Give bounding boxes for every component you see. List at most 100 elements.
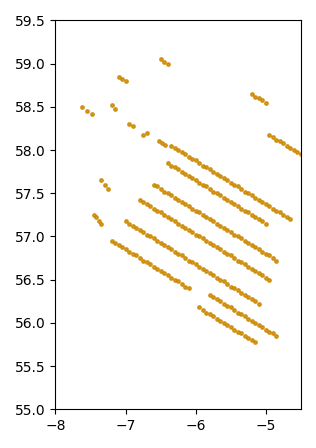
Point	[225, 177, 230, 184]
Point	[264, 250, 269, 257]
Point	[239, 310, 244, 318]
Point	[204, 267, 209, 275]
Point	[112, 240, 118, 247]
Point	[235, 286, 240, 293]
Point	[232, 231, 237, 238]
Point	[80, 103, 85, 111]
Point	[200, 235, 205, 242]
Point	[165, 272, 170, 279]
Point	[179, 252, 184, 259]
Point	[127, 220, 132, 227]
Point	[264, 220, 269, 227]
Point	[274, 257, 279, 264]
Point	[270, 254, 276, 262]
Point	[232, 306, 237, 314]
Point	[158, 209, 163, 216]
Point	[235, 257, 240, 264]
Point	[267, 276, 272, 283]
Point	[214, 315, 219, 322]
Point	[186, 257, 191, 264]
Point	[197, 179, 202, 186]
Point	[204, 214, 209, 221]
Point	[123, 246, 128, 253]
Point	[92, 211, 97, 219]
Point	[162, 188, 167, 195]
Point	[239, 185, 244, 193]
Point	[94, 214, 99, 221]
Point	[256, 269, 261, 276]
Point	[119, 76, 125, 83]
Point	[102, 181, 107, 188]
Point	[123, 78, 128, 85]
Point	[158, 185, 163, 193]
Point	[144, 129, 149, 136]
Point	[267, 131, 272, 138]
Point	[211, 293, 216, 301]
Point	[277, 138, 283, 145]
Point	[200, 162, 205, 169]
Point	[179, 198, 184, 206]
Point	[172, 276, 177, 283]
Point	[288, 145, 293, 152]
Point	[127, 249, 132, 256]
Point	[183, 151, 188, 158]
Point	[207, 269, 212, 276]
Point	[246, 190, 251, 197]
Point	[253, 93, 258, 100]
Point	[221, 278, 226, 285]
Point	[214, 171, 219, 178]
Point	[221, 194, 226, 201]
Point	[253, 243, 258, 250]
Point	[264, 274, 269, 281]
Point	[176, 146, 181, 154]
Point	[221, 224, 226, 232]
Point	[200, 306, 205, 314]
Point	[284, 214, 289, 221]
Point	[141, 198, 146, 206]
Point	[193, 177, 198, 184]
Point	[200, 211, 205, 219]
Point	[127, 121, 132, 128]
Point	[264, 99, 269, 106]
Point	[144, 231, 149, 238]
Point	[179, 280, 184, 288]
Point	[169, 142, 174, 149]
Point	[207, 215, 212, 223]
Point	[246, 335, 251, 342]
Point	[260, 272, 265, 279]
Point	[204, 183, 209, 190]
Point	[232, 285, 237, 292]
Point	[204, 309, 209, 316]
Point	[228, 283, 234, 290]
Point	[218, 223, 223, 230]
Point	[141, 228, 146, 236]
Point	[214, 243, 219, 250]
Point	[207, 310, 212, 318]
Point	[228, 179, 234, 186]
Point	[211, 241, 216, 249]
Point	[225, 250, 230, 257]
Point	[270, 134, 276, 141]
Point	[183, 224, 188, 232]
Point	[193, 261, 198, 268]
Point	[106, 185, 111, 193]
Point	[281, 211, 286, 219]
Point	[267, 252, 272, 259]
Point	[176, 165, 181, 172]
Point	[186, 202, 191, 210]
Point	[211, 272, 216, 279]
Point	[242, 312, 247, 319]
Point	[242, 292, 247, 299]
Point	[242, 237, 247, 245]
Point	[253, 194, 258, 201]
Point	[214, 274, 219, 281]
Point	[193, 207, 198, 214]
Point	[197, 209, 202, 216]
Point	[211, 312, 216, 319]
Point	[172, 164, 177, 171]
Point	[218, 298, 223, 305]
Point	[277, 209, 283, 216]
Point	[123, 217, 128, 224]
Point	[249, 318, 254, 325]
Point	[270, 330, 276, 337]
